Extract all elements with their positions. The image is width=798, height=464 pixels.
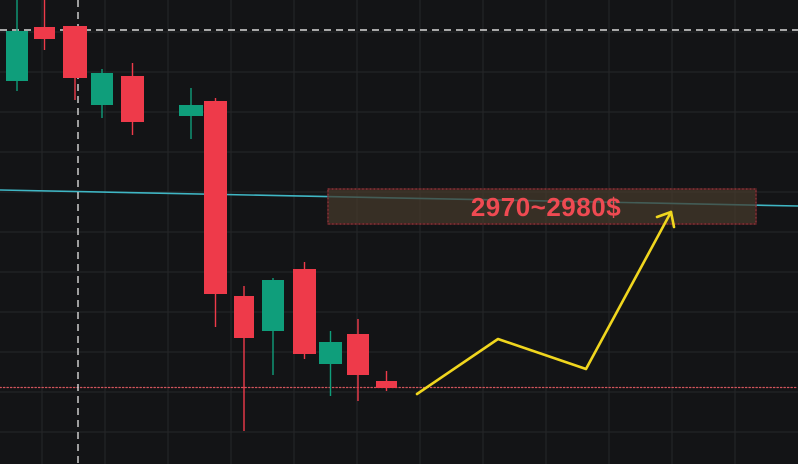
svg-text:2970~2980$: 2970~2980$	[471, 192, 621, 222]
